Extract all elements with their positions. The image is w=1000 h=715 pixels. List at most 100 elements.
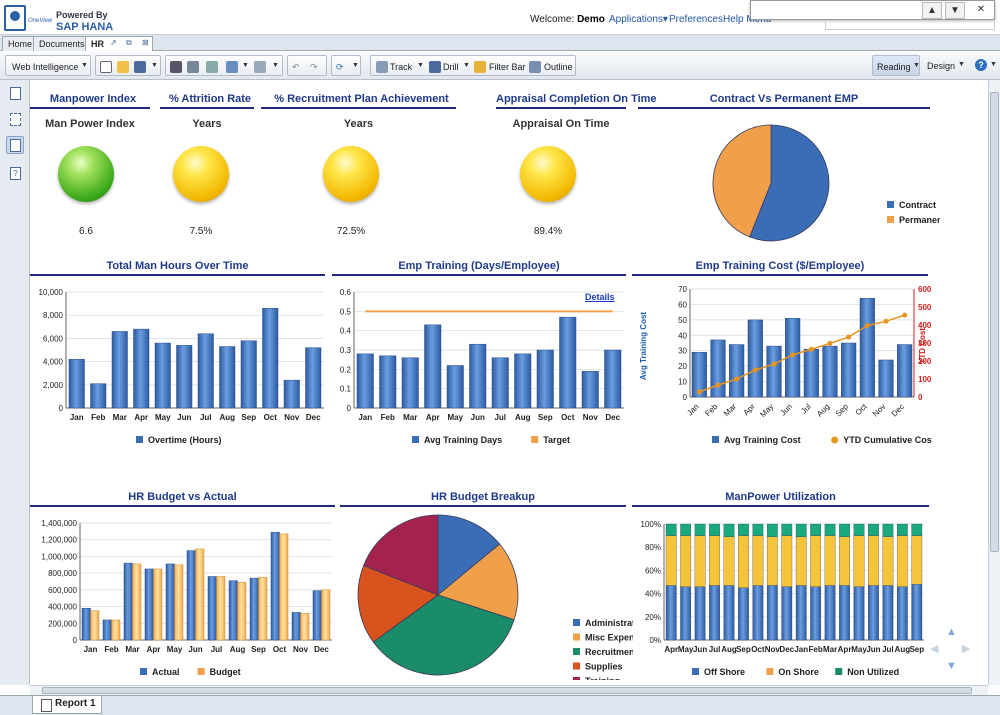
- x-tick-label: Aug: [895, 645, 911, 654]
- vertical-scroll-thumb[interactable]: [990, 92, 999, 552]
- x-tick-label: Jun: [188, 645, 202, 654]
- input-controls-button[interactable]: [6, 136, 24, 154]
- legend-label: Off Shore: [704, 667, 745, 677]
- manpower-utilization-stacked-chart[interactable]: 0%20%40%60%80%100%Apr May Jun Jul Aug Sep Oct N…: [632, 510, 932, 682]
- kpi-status-indicator[interactable]: [323, 146, 379, 202]
- man-hours-bar-chart[interactable]: 0 2,000 4,000 6,000 8,000 10,000 Jan Feb Mar Apr M…: [30, 278, 330, 453]
- dropdown-arrow-icon[interactable]: ▼: [990, 61, 997, 68]
- training-cost-combo-chart[interactable]: 0 10 20 30 40 50 60 70 0 100 200 300 400 500 600 Avg Tr…: [632, 278, 932, 453]
- bar: [219, 346, 236, 409]
- y2-tick-label: 600: [918, 285, 932, 294]
- budget-vs-actual-bar-chart[interactable]: 0 200,000 400,000 600,000 800,000 1,000,000 1,…: [30, 510, 340, 682]
- report-tab[interactable]: Report 1: [32, 696, 102, 714]
- email-icon[interactable]: [254, 61, 266, 73]
- bar: [68, 359, 85, 409]
- stack-onshore: [882, 536, 894, 586]
- dropdown-arrow-icon[interactable]: ▼: [463, 62, 470, 69]
- kpi-status-indicator[interactable]: [173, 146, 229, 202]
- track-button[interactable]: Track: [390, 62, 413, 72]
- pie-slice: [437, 514, 501, 596]
- chart-title: ManPower Utilization: [725, 491, 836, 503]
- kpi-status-indicator[interactable]: [520, 146, 576, 202]
- training-days-bar-chart[interactable]: 0 0.1 0.2 0.3 0.4 0.5 0.6 Jan Feb Mar Apr May Jun Jul…: [332, 278, 632, 453]
- history-icon[interactable]: [206, 61, 218, 73]
- design-mode-button[interactable]: Design: [927, 61, 956, 71]
- web-intelligence-menu[interactable]: Web Intelligence ▼: [5, 55, 91, 76]
- applications-menu[interactable]: Applications▾: [609, 14, 668, 25]
- dropdown-arrow-icon[interactable]: ▼: [272, 62, 279, 69]
- stack-nonutilized: [795, 523, 807, 537]
- outline-button[interactable]: Outline: [544, 62, 573, 72]
- print-icon[interactable]: [170, 61, 182, 73]
- scroll-up-icon[interactable]: ▲: [946, 626, 957, 638]
- reading-mode-button[interactable]: Reading ▼: [872, 55, 920, 76]
- close-tab-icon[interactable]: ⊠: [142, 38, 149, 47]
- pin-icon[interactable]: ⇗: [110, 38, 117, 47]
- x-tick-label: Oct: [751, 645, 765, 654]
- find-previous-button[interactable]: ▲: [922, 2, 942, 19]
- preferences-link[interactable]: Preferences: [669, 14, 723, 25]
- bar-budget: [132, 563, 142, 641]
- tab-hr[interactable]: HR: [85, 36, 153, 51]
- print-tools-group: ▼ ▼: [165, 55, 283, 76]
- welcome-label: Welcome:: [530, 14, 575, 25]
- horizontal-scrollbar[interactable]: [30, 685, 988, 695]
- find-next-button[interactable]: ▼: [945, 2, 965, 19]
- legend-label: Overtime (Hours): [148, 435, 222, 445]
- export-icon[interactable]: [226, 61, 238, 73]
- bar-actual: [165, 563, 175, 641]
- open-folder-icon[interactable]: [117, 61, 129, 73]
- details-link[interactable]: Details: [585, 292, 615, 302]
- kpi-value: 72.5%: [336, 226, 366, 237]
- y-tick-label: 0.5: [340, 307, 352, 316]
- scroll-right-icon[interactable]: ▶: [962, 643, 971, 655]
- drill-button[interactable]: Drill: [443, 62, 459, 72]
- y2-tick-label: 400: [918, 321, 932, 330]
- bar-budget: [195, 548, 205, 641]
- vertical-scrollbar[interactable]: [988, 80, 1000, 685]
- bar-actual: [291, 612, 301, 641]
- refresh-icon[interactable]: ⟳: [336, 62, 344, 72]
- legend-label: On Shore: [778, 667, 819, 677]
- navigation-map-button[interactable]: [6, 110, 24, 128]
- scroll-down-icon[interactable]: ▼: [946, 660, 957, 672]
- horizontal-scroll-thumb[interactable]: [42, 687, 972, 694]
- dropdown-arrow-icon[interactable]: ▼: [151, 62, 158, 69]
- title-underline: [30, 107, 150, 109]
- bar-actual: [81, 607, 91, 641]
- scroll-left-icon[interactable]: ◀: [930, 643, 939, 655]
- dropdown-arrow-icon[interactable]: ▼: [352, 62, 359, 69]
- x-tick-label: Jan: [70, 413, 84, 422]
- user-prompt-button[interactable]: ?: [6, 164, 24, 182]
- dropdown-arrow-icon[interactable]: ▼: [417, 62, 424, 69]
- dropdown-arrow-icon[interactable]: ▼: [958, 61, 965, 68]
- stack-nonutilized: [839, 523, 850, 537]
- close-icon[interactable]: ✕: [976, 4, 986, 15]
- document-summary-button[interactable]: [6, 84, 24, 102]
- restore-icon[interactable]: ⧉: [126, 38, 132, 47]
- bar: [897, 344, 913, 398]
- kpi-title: Appraisal Completion On Time: [496, 93, 657, 105]
- help-icon[interactable]: ?: [975, 59, 987, 71]
- new-document-icon[interactable]: [100, 61, 112, 73]
- hr-budget-breakup-pie-chart[interactable]: Administration Misc Expenses Recruitment Su…: [348, 508, 633, 680]
- x-tick-label: Nov: [284, 413, 300, 422]
- bar-budget: [174, 564, 184, 641]
- redo-icon[interactable]: ↷: [310, 62, 318, 72]
- filter-bar-button[interactable]: Filter Bar: [489, 62, 526, 72]
- save-icon[interactable]: [134, 61, 146, 73]
- kpi-status-indicator[interactable]: [58, 146, 114, 202]
- find-icon[interactable]: [187, 61, 199, 73]
- x-tick-label: Jun: [471, 413, 485, 422]
- stack-nonutilized: [738, 523, 749, 536]
- help-menu-link[interactable]: Help Menu: [723, 14, 772, 25]
- dropdown-arrow-icon[interactable]: ▼: [242, 62, 249, 69]
- bar: [559, 316, 577, 409]
- find-bar[interactable]: ▲ ▼ ✕: [750, 0, 995, 20]
- x-tick-label: Jul: [211, 645, 223, 654]
- undo-icon[interactable]: ↶: [292, 62, 300, 72]
- pie-slice: [712, 124, 772, 238]
- x-tick-label: Aug: [721, 645, 737, 654]
- contract-permanent-pie-chart[interactable]: Contract Permanent: [660, 115, 940, 245]
- tab-documents[interactable]: Documents: [33, 36, 91, 51]
